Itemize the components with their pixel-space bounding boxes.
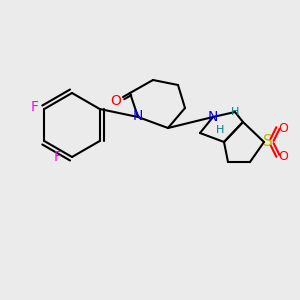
Text: H: H [231,107,239,117]
Text: O: O [278,149,288,163]
Text: F: F [30,100,38,114]
Text: N: N [133,109,143,123]
Text: S: S [263,134,273,149]
Text: N: N [208,110,218,124]
Text: H: H [216,125,224,135]
Text: O: O [278,122,288,134]
Text: O: O [111,94,122,108]
Text: F: F [54,150,62,164]
